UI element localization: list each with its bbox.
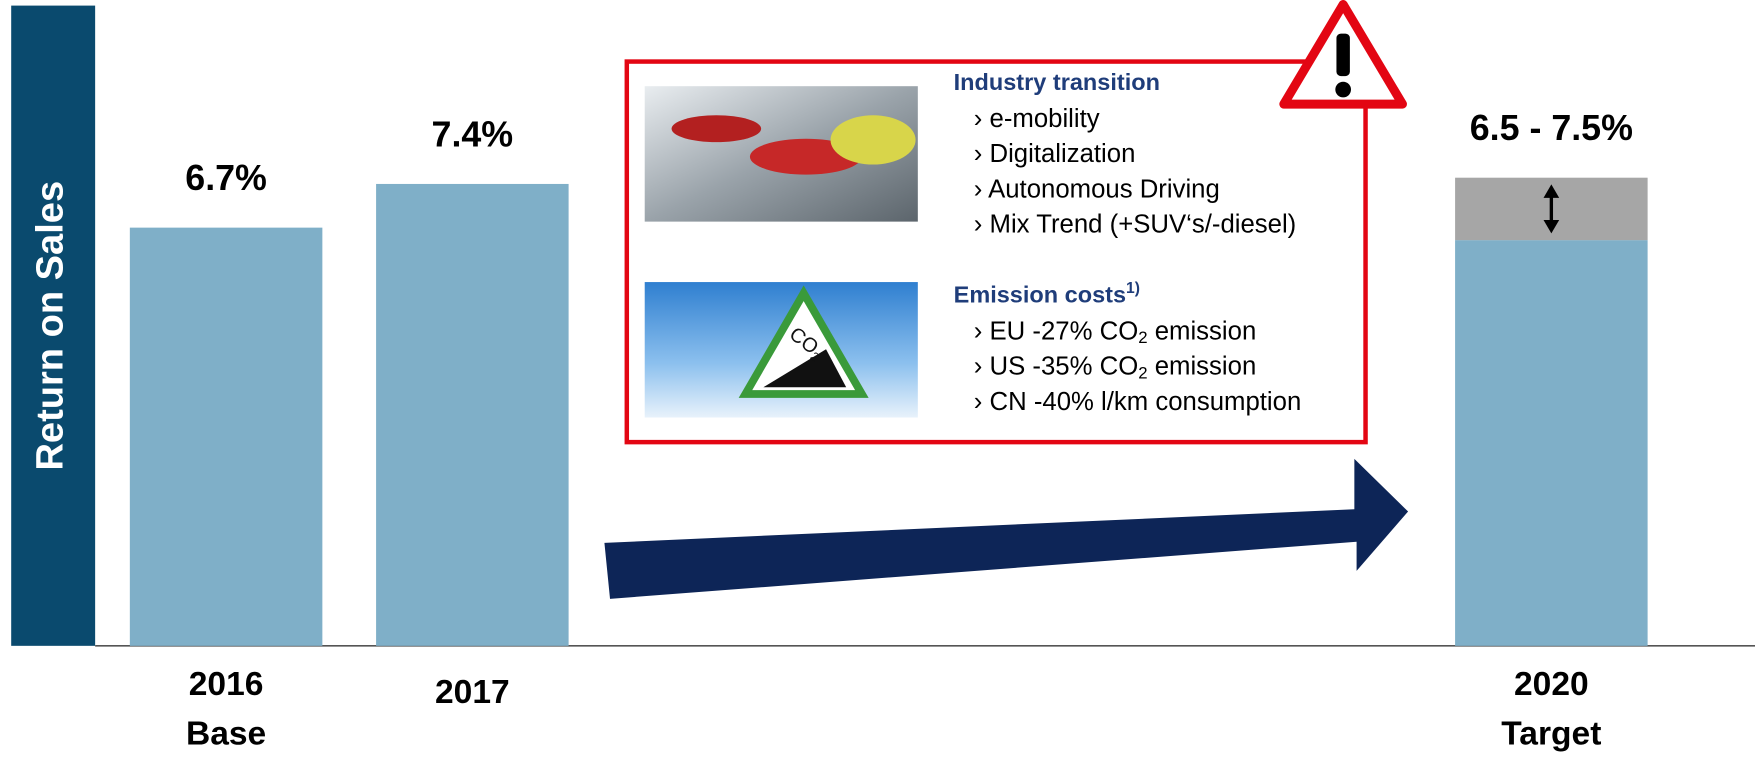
bullet-item: › Autonomous Driving	[974, 175, 1220, 203]
bullet-item: › US -35% CO2 emission	[974, 352, 1256, 382]
bullet-item: › CN -40% l/km consumption	[974, 388, 1301, 416]
bar	[129, 227, 323, 646]
bullet-item: › Mix Trend (+SUV‘s/-diesel)	[974, 210, 1296, 238]
item-part: › Autonomous Driving	[974, 175, 1220, 203]
bar	[376, 183, 569, 646]
car-shape	[830, 115, 916, 165]
item-part: › CN -40% l/km consumption	[974, 388, 1301, 416]
warning-mark	[1336, 33, 1350, 77]
bullet-item: › EU -27% CO2 emission	[974, 317, 1256, 347]
range-arrow-head	[1543, 219, 1560, 234]
y-axis-label: Return on Sales	[30, 181, 72, 471]
item-part: › Digitalization	[974, 140, 1136, 168]
bullet-item: › Digitalization	[974, 140, 1136, 168]
car-shape	[671, 115, 762, 143]
title-part: 1)	[1126, 280, 1140, 297]
x-tick-label: Target	[1501, 715, 1601, 752]
item-part: › US -35% CO	[974, 352, 1138, 380]
x-tick-label: 2016	[189, 666, 264, 703]
value-label: 6.7%	[185, 158, 267, 198]
value-label: 6.5 - 7.5%	[1470, 108, 1633, 148]
trend-arrow	[604, 458, 1409, 599]
range-arrow-head	[1543, 184, 1560, 198]
section-title: Emission costs1)	[954, 280, 1140, 308]
warning-dot	[1335, 81, 1351, 98]
co2-sign-slope	[763, 349, 847, 388]
x-tick-label: Base	[186, 715, 266, 752]
item-part: › e-mobility	[974, 105, 1100, 133]
bar	[1455, 240, 1648, 646]
item-part: emission	[1148, 317, 1257, 345]
section-title: Industry transition	[954, 69, 1160, 95]
item-part: › EU -27% CO	[974, 317, 1138, 345]
item-part: 2	[1138, 329, 1147, 348]
title-part: Industry transition	[954, 69, 1160, 95]
item-part: › Mix Trend (+SUV‘s/-diesel)	[974, 210, 1296, 238]
x-tick-label: 2020	[1514, 666, 1589, 703]
title-part: Emission costs	[954, 282, 1126, 308]
x-tick-label: 2017	[435, 674, 510, 711]
value-label: 7.4%	[432, 114, 514, 154]
item-part: 2	[1138, 364, 1147, 383]
item-part: emission	[1148, 352, 1257, 380]
y-label-band	[11, 5, 96, 646]
bullet-item: › e-mobility	[974, 105, 1100, 133]
